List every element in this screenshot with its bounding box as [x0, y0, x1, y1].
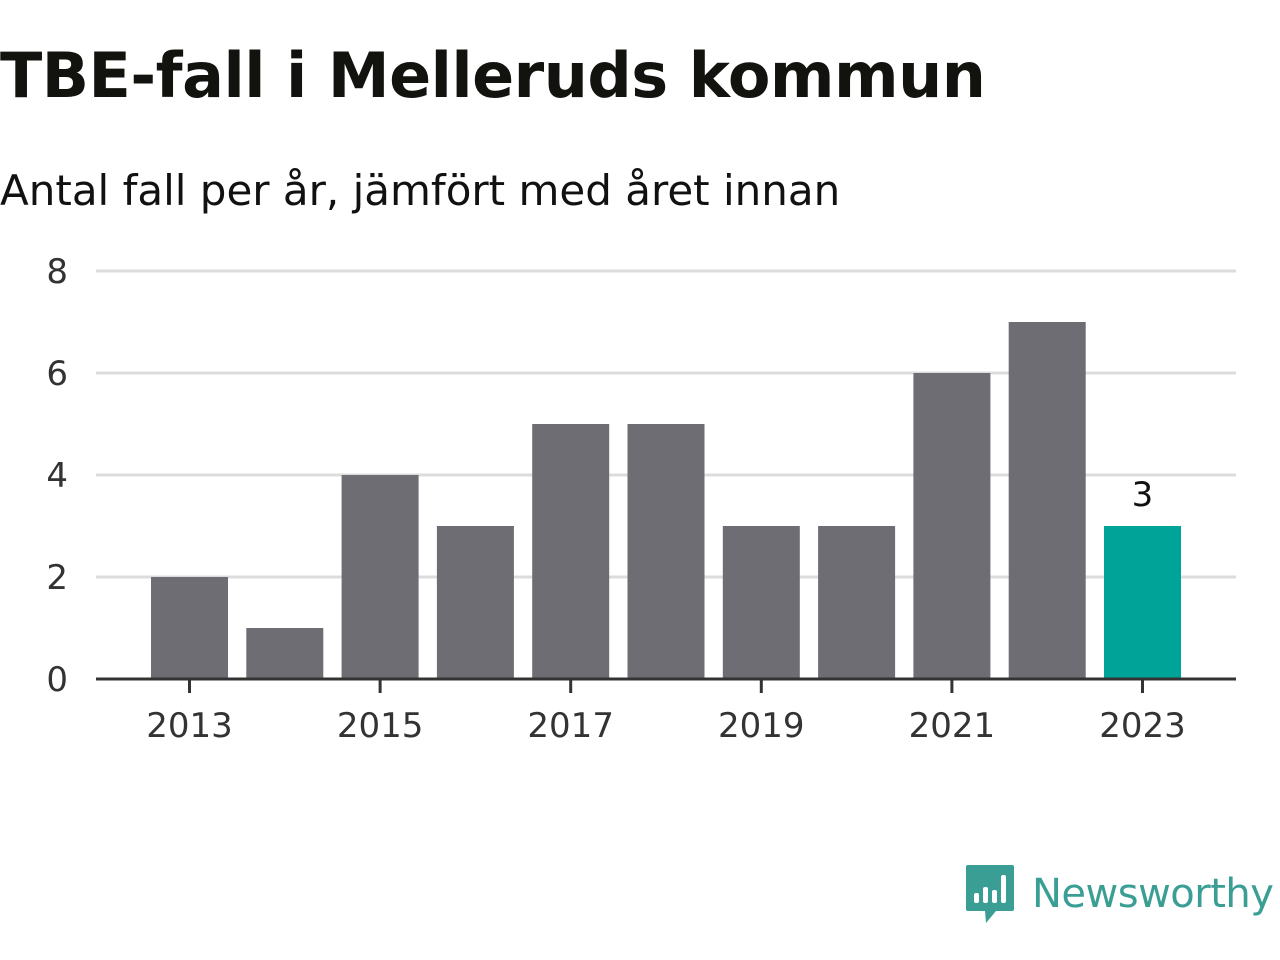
y-tick-label: 4 — [46, 456, 68, 496]
brand-name: Newsworthy — [1032, 871, 1274, 917]
bar-2016 — [436, 526, 514, 679]
chart-subtitle: Antal fall per år, jämfört med året inna… — [0, 166, 841, 215]
x-tick-label: 2017 — [527, 706, 614, 746]
x-tick-label: 2015 — [337, 706, 424, 746]
x-tick-label: 2021 — [909, 706, 996, 746]
bar-2021 — [913, 373, 991, 679]
y-tick-label: 6 — [46, 354, 68, 394]
x-tick-label: 2023 — [1099, 706, 1186, 746]
bar-2019 — [722, 526, 800, 679]
bar-2017 — [532, 424, 610, 679]
bar-2015 — [341, 475, 419, 679]
bar-2014 — [246, 628, 324, 679]
newsworthy-logo-icon — [966, 865, 1014, 923]
x-tick-label: 2019 — [718, 706, 805, 746]
x-tick-label: 2013 — [146, 706, 233, 746]
data-label: 3 — [1132, 475, 1154, 515]
y-tick-label: 8 — [46, 252, 68, 292]
chart-title: TBE-fall i Melleruds kommun — [0, 39, 986, 112]
bar-2020 — [818, 526, 896, 679]
bar-2023 — [1104, 526, 1181, 679]
brand-logo: Newsworthy — [964, 862, 1274, 926]
bar-2013 — [151, 577, 228, 679]
bar-2018 — [627, 424, 705, 679]
bar-2022 — [1008, 322, 1086, 679]
y-tick-label: 2 — [46, 558, 68, 598]
y-tick-label: 0 — [46, 660, 68, 700]
